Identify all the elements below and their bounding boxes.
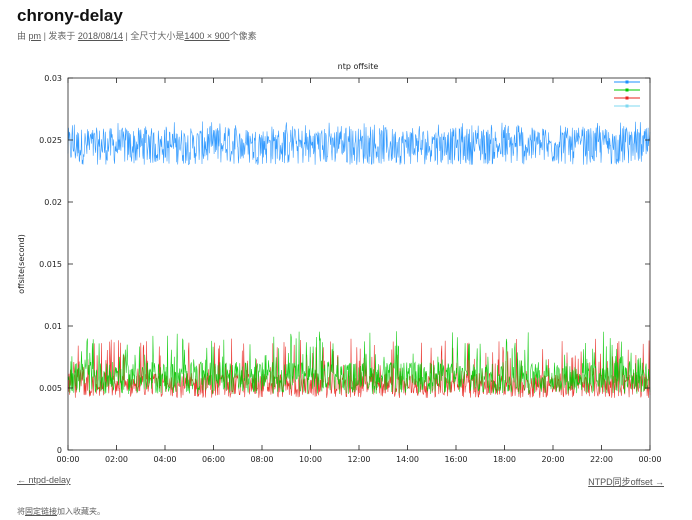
legend-marker-red xyxy=(625,96,629,100)
x-tick-label: 20:00 xyxy=(541,455,564,464)
post-meta: 由 pm | 发表于 2018/08/14 | 全尺寸大小是1400 × 900… xyxy=(17,29,257,42)
permalink-link[interactable]: 固定链接 xyxy=(25,507,57,516)
x-tick-label: 00:00 xyxy=(56,455,79,464)
x-tick-label: 08:00 xyxy=(250,455,273,464)
footer: 将固定链接加入收藏夹。 xyxy=(17,506,105,517)
x-tick-label: 06:00 xyxy=(202,455,225,464)
legend-marker-cyan xyxy=(625,104,629,108)
x-tick-label: 18:00 xyxy=(493,455,516,464)
x-tick-label: 04:00 xyxy=(153,455,176,464)
y-tick-label: 0.025 xyxy=(39,136,62,145)
size-prefix: | 全尺寸大小是 xyxy=(125,31,185,41)
x-tick-label: 02:00 xyxy=(105,455,128,464)
plot-layer xyxy=(67,121,651,398)
x-tick-label: 22:00 xyxy=(590,455,613,464)
x-tick-label: 12:00 xyxy=(347,455,370,464)
legend xyxy=(614,80,640,108)
y-tick-label: 0 xyxy=(57,446,62,455)
full-size-link[interactable]: 1400 × 900 xyxy=(184,31,230,41)
x-tick-label: 10:00 xyxy=(299,455,322,464)
footer-prefix: 将 xyxy=(17,507,25,516)
post-title: chrony-delay xyxy=(17,6,123,25)
published-prefix: | 发表于 xyxy=(43,31,76,41)
legend-marker-green xyxy=(625,88,629,92)
size-suffix: 个像素 xyxy=(229,31,257,41)
y-tick-label: 0.015 xyxy=(39,260,62,269)
y-tick-label: 0.02 xyxy=(44,198,62,207)
axis-layer: 0 0.005 0.01 0.015 0.02 0.025 0.03 00:00 02:00 04… xyxy=(39,74,661,464)
previous-post-link[interactable]: ← ntpd-delay xyxy=(17,475,71,485)
date-link[interactable]: 2018/08/14 xyxy=(77,31,123,41)
series-line-blue xyxy=(67,121,651,166)
footer-suffix: 加入收藏夹。 xyxy=(57,507,105,516)
y-tick-label: 0.005 xyxy=(39,384,62,393)
y-tick-label: 0.01 xyxy=(44,322,62,331)
author-link[interactable]: pm xyxy=(28,31,42,41)
y-tick-label: 0.03 xyxy=(44,74,62,83)
y-axis-label: offsite(second) xyxy=(17,234,26,294)
x-tick-label: 00:00 xyxy=(638,455,661,464)
chart-title: ntp offsite xyxy=(338,62,379,71)
x-tick-label: 16:00 xyxy=(444,455,467,464)
series-line-green xyxy=(67,331,651,395)
ntp-offset-chart[interactable]: 0 0.005 0.01 0.015 0.02 0.025 0.03 00:00 02:00 04… xyxy=(0,56,692,466)
x-tick-label: 14:00 xyxy=(396,455,419,464)
legend-marker-blue xyxy=(625,80,629,84)
by-prefix: 由 xyxy=(17,31,27,41)
next-post-link[interactable]: NTPD同步offset → xyxy=(588,477,664,487)
